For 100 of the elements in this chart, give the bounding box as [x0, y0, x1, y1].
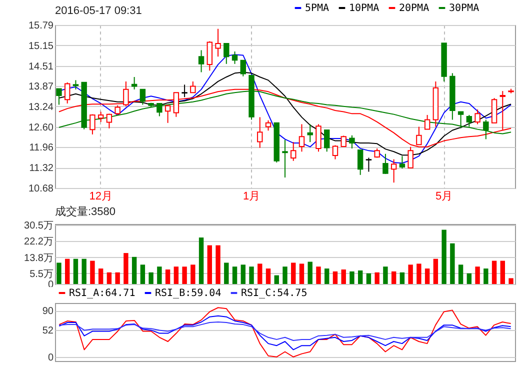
bar [358, 270, 363, 284]
bar [64, 258, 70, 284]
candlestick [114, 104, 120, 116]
candlestick [140, 88, 146, 106]
candlestick [316, 124, 322, 152]
y-tick-label: 22.2万 [24, 236, 54, 248]
legend-label: RSI_A:64.71 [69, 288, 136, 299]
bar [174, 266, 179, 284]
candlestick [206, 40, 213, 72]
candlestick [173, 92, 180, 118]
bar [182, 266, 187, 284]
candlestick [424, 114, 430, 130]
bar [442, 230, 446, 284]
candlestick [399, 156, 406, 170]
candlestick [182, 84, 188, 98]
bar [258, 264, 262, 284]
bar [216, 245, 220, 284]
bar [475, 266, 480, 284]
y-tick-label: 13.24 [28, 102, 54, 113]
legend-label: 30PMA [449, 3, 480, 14]
bar [240, 264, 246, 284]
candlestick [156, 102, 162, 117]
candlestick [164, 104, 171, 124]
bar [492, 260, 497, 284]
bar [82, 258, 86, 284]
bar [299, 264, 304, 284]
y-tick-label: 12.60 [28, 122, 54, 134]
y-tick-label: 11.96 [29, 142, 54, 154]
legend-label: RSI_C:54.75 [241, 288, 308, 299]
y-tick-label: 13.8万 [24, 252, 54, 264]
bar [165, 269, 170, 284]
candlestick [198, 50, 204, 73]
candlestick [366, 157, 372, 172]
bar [374, 272, 380, 284]
candlestick [265, 120, 272, 132]
bar [350, 271, 354, 284]
bar [198, 238, 204, 284]
bar [383, 266, 388, 284]
x-tick-label: 12月 [89, 190, 112, 202]
legend-label: 5PMA [305, 3, 330, 14]
candlestick [190, 80, 196, 94]
y-tick-label: 0 [48, 352, 54, 364]
candlestick [357, 150, 364, 176]
bar [98, 268, 104, 284]
candlestick [98, 111, 104, 122]
bar [308, 262, 312, 284]
bar [115, 272, 120, 284]
candlestick [224, 43, 230, 64]
candlestick [390, 158, 397, 184]
bar [90, 260, 95, 284]
bar [500, 260, 506, 284]
bar [190, 264, 196, 284]
candlestick [382, 153, 388, 174]
candlestick [282, 139, 288, 178]
text: 2016-05-17 09:31 [55, 5, 142, 17]
line-series [58, 315, 512, 350]
candlestick [232, 50, 238, 64]
bar [400, 272, 405, 284]
line-series [58, 88, 512, 148]
bar [324, 268, 330, 284]
bar [424, 268, 430, 284]
bar [508, 278, 514, 284]
candlestick [106, 113, 112, 129]
candlestick [340, 135, 346, 148]
x-tick-label: 1月 [242, 190, 260, 202]
bar [458, 264, 464, 284]
bar [408, 264, 413, 284]
y-tick-label: 10.68 [28, 184, 54, 194]
bar [282, 266, 288, 284]
bar [291, 262, 296, 284]
candlestick [215, 28, 221, 58]
legend-label: RSI_B:59.04 [155, 288, 222, 299]
y-tick-label: 5.5万 [30, 268, 54, 280]
candlestick [491, 98, 498, 124]
bar [232, 266, 238, 284]
line-series [58, 321, 512, 341]
bar [366, 273, 372, 284]
bar [274, 275, 279, 284]
y-tick-label: 13.87 [28, 82, 54, 93]
bar [148, 272, 154, 284]
bar [224, 262, 229, 284]
candlestick [72, 80, 79, 90]
bar [341, 269, 346, 284]
bar [332, 271, 338, 284]
legend-label: 20PMA [399, 3, 430, 14]
bar [106, 272, 112, 284]
candlestick [298, 124, 305, 152]
y-tick-label: 15.79 [28, 20, 54, 32]
bar [124, 253, 128, 284]
bar [466, 273, 472, 284]
bar [484, 268, 488, 284]
bar [56, 262, 62, 284]
y-tick-label: 52 [42, 326, 54, 337]
bar [157, 266, 162, 284]
y-tick-label: 15.15 [28, 40, 54, 52]
candlestick [458, 111, 464, 129]
candlestick [56, 88, 62, 106]
line-series [58, 307, 512, 358]
chart-title: 成交量:3580 [55, 204, 116, 218]
y-tick-label: 90 [42, 306, 54, 318]
